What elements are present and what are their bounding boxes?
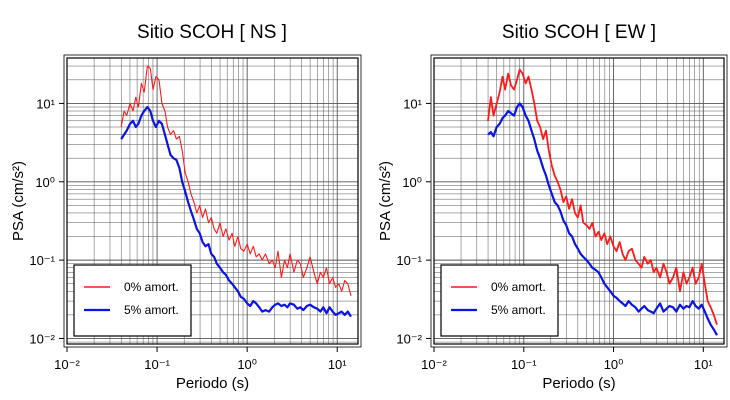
legend-label: 5% amort. <box>124 303 179 317</box>
x-axis-label: Periodo (s) <box>542 375 615 392</box>
panel-ns: Sitio SCOH [ NS ] 10⁻² 10⁻¹ 10⁰ 10¹ 10⁻² 10⁻¹ 1… <box>10 22 362 392</box>
y-axis-label: PSA (cm/s²) <box>10 161 27 241</box>
x-tick-label: 10⁰ <box>604 357 624 372</box>
plot-frame <box>433 57 725 345</box>
series-line-undamped <box>487 68 718 325</box>
y-tick-label: 10⁻¹ <box>396 253 422 268</box>
legend: 0% amort. 5% amort. <box>73 264 192 337</box>
legend-box <box>73 264 192 337</box>
x-axis-label: Periodo (s) <box>176 375 249 392</box>
y-tick-label: 10⁰ <box>35 175 55 190</box>
plot-frame <box>66 57 359 345</box>
legend-label: 0% amort. <box>491 280 546 294</box>
x-tick-label: 10¹ <box>328 357 347 372</box>
y-tick-label: 10¹ <box>36 96 55 111</box>
x-tick-label: 10⁻¹ <box>144 357 170 372</box>
x-tick-label: 10⁻² <box>421 357 447 372</box>
x-tick-label: 10⁻¹ <box>511 357 537 372</box>
panel-ew: Sitio SCOH [ EW ] 10⁻² 10⁻¹ 10⁰ 10¹ 10⁻² 10⁻¹ 1… <box>377 22 728 392</box>
y-tick-label: 10⁻² <box>396 331 422 346</box>
series-line-undamped <box>120 65 352 296</box>
legend-box <box>440 264 559 337</box>
x-tick-label: 10¹ <box>694 357 713 372</box>
plot-frame-outer <box>63 54 362 348</box>
y-axis-label: PSA (cm/s²) <box>377 161 394 241</box>
chart-title: Sitio SCOH [ EW ] <box>502 22 656 43</box>
y-tick-label: 10⁻² <box>29 331 55 346</box>
y-tick-label: 10⁻¹ <box>29 253 55 268</box>
x-tick-label: 10⁰ <box>237 357 257 372</box>
y-tick-label: 10⁰ <box>402 175 422 190</box>
legend-label: 5% amort. <box>491 303 546 317</box>
plot-frame-outer <box>430 54 728 348</box>
x-tick-label: 10⁻² <box>54 357 80 372</box>
y-tick-label: 10¹ <box>403 96 422 111</box>
legend: 0% amort. 5% amort. <box>440 264 559 337</box>
series-line-damped <box>487 102 718 336</box>
series-line-damped <box>120 105 352 318</box>
legend-label: 0% amort. <box>124 280 179 294</box>
chart-title: Sitio SCOH [ NS ] <box>137 22 287 43</box>
